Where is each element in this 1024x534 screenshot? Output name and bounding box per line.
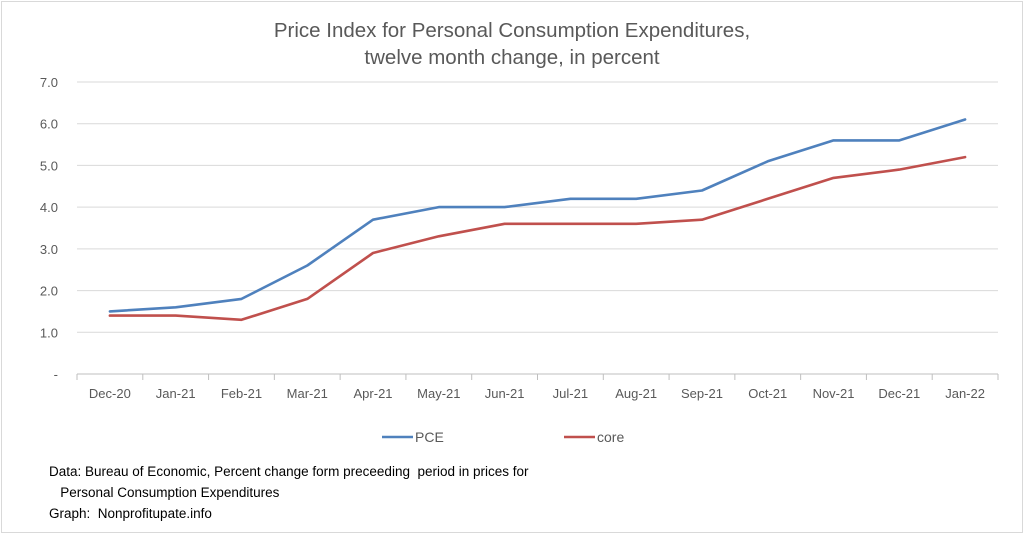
chart-subtitle: twelve month change, in percent: [364, 46, 660, 69]
x-tick-label: Mar-21: [287, 386, 328, 401]
source-notes: Data: Bureau of Economic, Percent change…: [49, 461, 529, 524]
source-note-line-3: Graph: Nonprofitupate.info: [49, 506, 212, 521]
x-tick-label: Jan-21: [156, 386, 196, 401]
series-line-core: [108, 155, 967, 322]
x-tick-label: Nov-21: [813, 386, 855, 401]
legend-label-core: core: [597, 429, 624, 445]
chart-title: Price Index for Personal Consumption Exp…: [273, 19, 751, 42]
x-tick-label: Jun-21: [485, 386, 525, 401]
x-tick-label: May-21: [417, 386, 460, 401]
source-note-line-2: Personal Consumption Expenditures: [49, 485, 280, 500]
gridlines: [77, 81, 998, 333]
x-tick-label: Dec-21: [878, 386, 920, 401]
y-tick-label: 6.0: [40, 117, 58, 132]
legend-label-pce: PCE: [415, 429, 444, 445]
y-axis-ticks: - 1.0 2.0 3.0 4.0 5.0 6.0 7.0: [40, 75, 58, 382]
x-tick-label: Feb-21: [221, 386, 262, 401]
x-tick-label: Sep-21: [681, 386, 723, 401]
source-note-line-1: Data: Bureau of Economic, Percent change…: [49, 464, 529, 479]
x-tick-label: Dec-20: [89, 386, 131, 401]
y-tick-label: 4.0: [40, 200, 58, 215]
x-tick-label: Jan-22: [945, 386, 985, 401]
x-tick-label: Oct-21: [748, 386, 787, 401]
x-tick-label: Aug-21: [615, 386, 657, 401]
y-tick-label: 7.0: [40, 75, 58, 90]
series-lines: [108, 118, 967, 322]
chart-title-block: Price Index for Personal Consumption Exp…: [0, 17, 1024, 71]
series-line-pce: [108, 118, 967, 313]
x-tick-label: Jul-21: [553, 386, 588, 401]
legend: PCE core: [382, 429, 624, 445]
x-tick-label: Apr-21: [354, 386, 393, 401]
y-tick-label: 1.0: [40, 325, 58, 340]
y-tick-label: 2.0: [40, 284, 58, 299]
y-tick-label: -: [54, 367, 58, 382]
y-tick-label: 3.0: [40, 242, 58, 257]
y-tick-label: 5.0: [40, 158, 58, 173]
x-axis-ticks: Dec-20 Jan-21 Feb-21 Mar-21 Apr-21 May-21 Jun-…: [76, 373, 999, 401]
